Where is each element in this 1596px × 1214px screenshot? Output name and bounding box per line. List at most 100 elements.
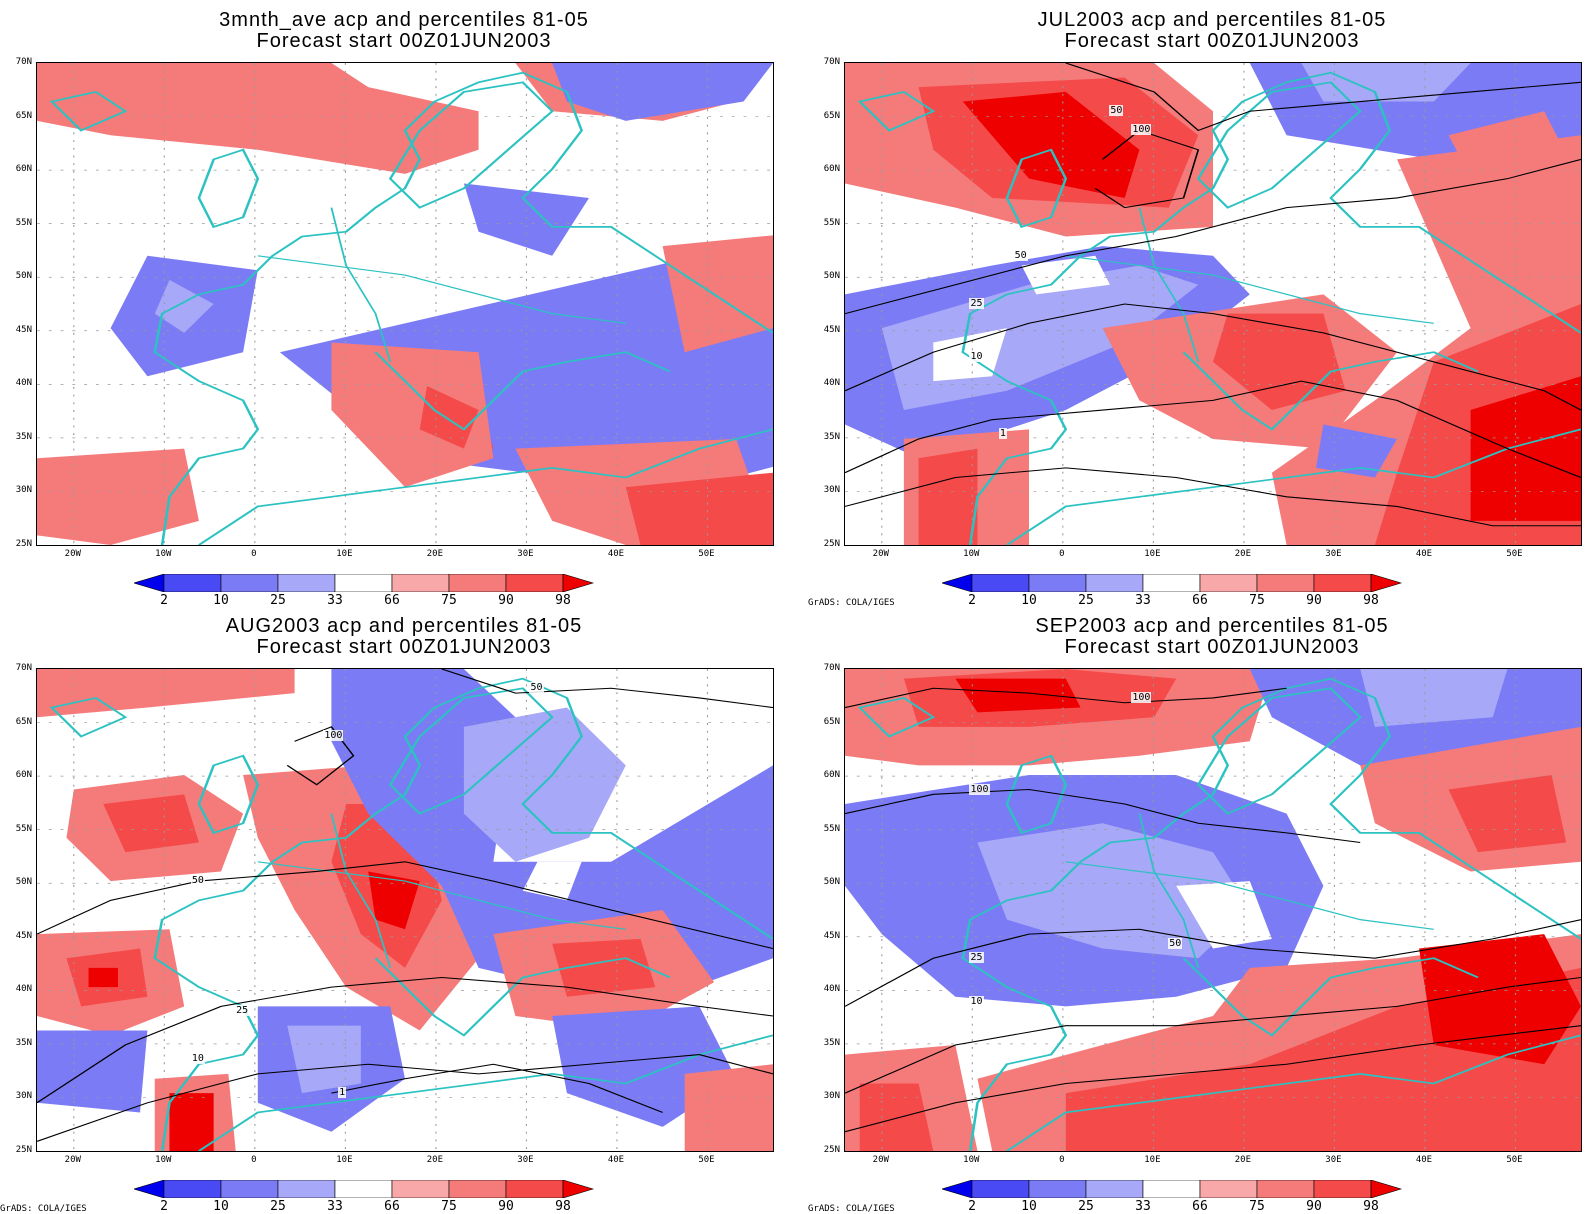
lat-label: 35N — [823, 1037, 840, 1048]
lat-label: 30N — [15, 485, 32, 496]
lon-label: 20W — [872, 549, 889, 559]
colorbar-segment — [391, 574, 450, 592]
contour-line — [331, 1063, 664, 1113]
colorbar-label: 90 — [498, 1199, 514, 1214]
shaded-region — [1419, 934, 1581, 1065]
contour-line — [845, 687, 1287, 709]
colorbar-segment — [1028, 1180, 1087, 1198]
coastline — [1006, 1034, 1581, 1151]
panel-title: JUL2003 acp and percentiles 81-05 Forecas… — [844, 10, 1580, 52]
lat-label: 45N — [15, 930, 32, 941]
shaded-region — [522, 861, 582, 901]
country-border — [257, 255, 626, 324]
colorbar-segment — [505, 1180, 564, 1198]
contour-line — [37, 976, 773, 1104]
lon-label: 20W — [64, 549, 81, 559]
colorbar-label: 10 — [213, 1199, 229, 1214]
lon-label: 20E — [426, 549, 444, 559]
colorbar-segment — [971, 1180, 1030, 1198]
colorbar-label: 98 — [555, 593, 571, 608]
colorbar-label: 66 — [384, 593, 400, 608]
lon-label: 10W — [155, 1155, 172, 1165]
panel-aug: AUG2003 acp and percentiles 81-05 Forecas… — [0, 606, 788, 1214]
colorbar-label: 10 — [1021, 1199, 1037, 1214]
country-border — [257, 861, 626, 930]
colorbar-segment — [391, 1180, 450, 1198]
shaded-region — [37, 63, 479, 174]
colorbar-segment — [1313, 1180, 1372, 1198]
contour-label: 25 — [969, 298, 984, 309]
coastline — [1196, 687, 1362, 815]
lon-label: 30E — [517, 1155, 534, 1165]
panel-3mnth: 3mnth_ave acp and percentiles 81-05 Forec… — [0, 0, 788, 608]
colorbar-label: 66 — [1192, 1199, 1208, 1214]
contour-line — [845, 158, 1581, 315]
contour-label: 100 — [969, 783, 990, 795]
shaded-region — [331, 342, 494, 488]
lat-label: 30N — [823, 485, 840, 496]
coastline — [961, 71, 1581, 545]
map-area: 100 100 50 25 10 — [844, 668, 1582, 1152]
colorbar-label: 10 — [1021, 593, 1037, 608]
contour-label: 25 — [235, 1005, 250, 1017]
colorbar-segment — [334, 574, 393, 592]
lon-label: 50E — [698, 549, 715, 559]
panel-title-line: 3mnth_ave acp and percentiles 81-05 — [219, 9, 589, 31]
map-area — [36, 62, 774, 546]
contour-label: 10 — [190, 1053, 205, 1065]
lon-label: 10E — [1144, 1155, 1161, 1165]
shaded-region — [552, 938, 656, 997]
shaded-region — [859, 1083, 934, 1151]
map-svg — [845, 63, 1581, 545]
contour-label: 50 — [529, 682, 544, 694]
lat-label: 50N — [823, 271, 840, 282]
contour-label: 100 — [1131, 691, 1152, 703]
colorbar-label: 33 — [1135, 1199, 1151, 1214]
coastline — [1005, 148, 1068, 229]
panel-subtitle-line: Forecast start 00Z01JUN2003 — [1064, 30, 1360, 52]
shaded-region — [1176, 881, 1272, 949]
country-border — [330, 813, 392, 968]
shaded-region — [1360, 669, 1508, 727]
lat-label: 25N — [823, 1145, 840, 1155]
lon-label: 40E — [607, 1155, 625, 1165]
lat-label: 60N — [823, 164, 840, 175]
colorbar-segment — [1199, 574, 1258, 592]
contour-label: 25 — [969, 952, 984, 964]
lat-label: 55N — [15, 217, 32, 228]
colorbar — [134, 574, 595, 592]
colorbar-segment — [1256, 1180, 1315, 1198]
lon-label: 20W — [872, 1155, 889, 1165]
colorbar-segment — [277, 574, 336, 592]
grads-credit: GrADS: COLA/IGES — [0, 1204, 87, 1214]
lon-label: 40E — [607, 549, 625, 559]
lat-label: 60N — [823, 770, 840, 781]
coastline — [153, 71, 773, 545]
colorbar-label: 2 — [160, 1199, 168, 1214]
lat-label: 60N — [15, 770, 32, 781]
lat-label: 40N — [15, 984, 32, 995]
colorbar-segment — [1142, 1180, 1201, 1198]
map-area: 50 50 100 25 10 1 — [844, 62, 1582, 546]
colorbar-arrow-low — [942, 1180, 973, 1198]
colorbar-segment — [448, 1180, 507, 1198]
colorbar-arrow-low — [134, 1180, 165, 1198]
colorbar-label: 25 — [1078, 1199, 1094, 1214]
colorbar-label: 90 — [1306, 593, 1322, 608]
lat-label: 35N — [15, 431, 32, 442]
colorbar-segment — [220, 1180, 279, 1198]
shaded-region — [1021, 255, 1110, 295]
lat-label: 30N — [15, 1091, 32, 1102]
lat-label: 25N — [823, 539, 840, 549]
colorbar-segment — [163, 1180, 222, 1198]
lat-label: 70N — [15, 57, 32, 67]
lon-label: 50E — [1506, 1155, 1523, 1165]
colorbar — [942, 574, 1403, 592]
contour-label: 10 — [969, 995, 984, 1007]
lat-label: 25N — [15, 539, 32, 549]
coastline — [49, 90, 128, 132]
map-svg — [37, 63, 773, 545]
shaded-region — [463, 707, 626, 862]
colorbar-segment — [1256, 574, 1315, 592]
country-border — [1065, 861, 1434, 930]
